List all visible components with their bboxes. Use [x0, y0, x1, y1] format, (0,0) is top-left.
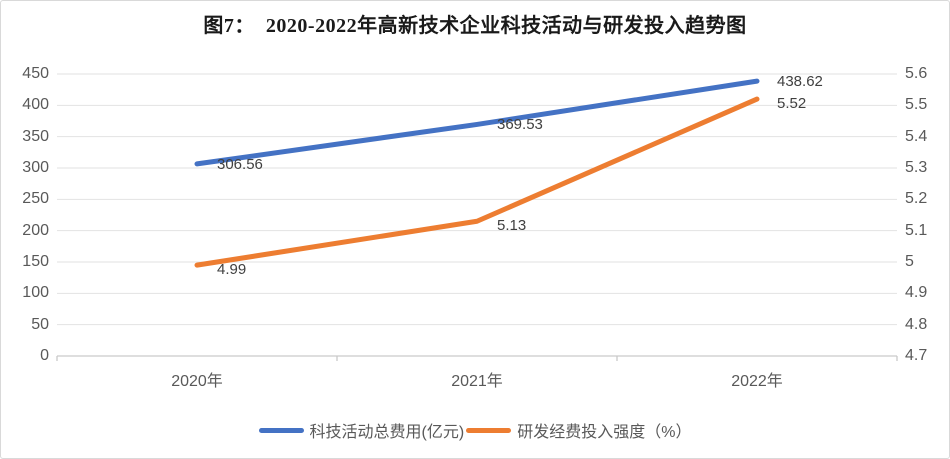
legend: 科技活动总费用(亿元) 研发经费投入强度（%） — [1, 418, 949, 442]
legend-item-1: 研发经费投入强度（%） — [466, 418, 691, 442]
y-axis-left-tick-label: 200 — [22, 221, 49, 239]
legend-label: 研发经费投入强度（%） — [517, 424, 692, 441]
y-axis-left-tick-label: 100 — [22, 284, 49, 302]
x-axis-category-label: 2022年 — [731, 373, 783, 390]
y-axis-right-tick-label: 4.9 — [905, 284, 928, 302]
y-axis-right-tick-label: 5.3 — [905, 159, 928, 176]
y-axis-right-tick-label: 5.2 — [905, 190, 928, 208]
chart-title: 图7： 2020-2022年高新技术企业科技活动与研发投入趋势图 — [203, 15, 747, 37]
y-axis-left-tick-label: 150 — [22, 253, 49, 270]
legend-label: 科技活动总费用(亿元) — [309, 424, 465, 441]
y-axis-right-tick-label: 4.7 — [905, 347, 928, 364]
data-label: 5.52 — [777, 95, 807, 113]
data-label: 5.13 — [497, 217, 527, 235]
y-axis-left-tick-label: 400 — [22, 96, 49, 114]
y-axis-right-tick-label: 5 — [905, 253, 914, 270]
y-axis-right-tick-label: 5.6 — [905, 65, 928, 82]
y-axis-left-tick-label: 250 — [22, 190, 49, 208]
x-axis-category-label: 2021年 — [451, 373, 503, 390]
x-axis-category-label: 2020年 — [171, 373, 223, 390]
series-line-0 — [194, 78, 760, 167]
y-axis-left-tick-label: 300 — [22, 159, 49, 176]
legend-swatch-icon — [258, 427, 304, 433]
y-axis-right-tick-label: 5.4 — [905, 127, 928, 145]
y-axis-right-tick-label: 5.5 — [905, 96, 928, 114]
legend-item-0: 科技活动总费用(亿元) — [258, 418, 465, 442]
y-axis-left-tick-label: 450 — [22, 65, 49, 82]
data-label: 306.56 — [217, 155, 263, 173]
y-axis-right-tick-label: 5.1 — [905, 221, 928, 239]
y-axis-left-tick-label: 350 — [22, 127, 49, 145]
y-axis-right-tick-label: 4.8 — [905, 315, 928, 333]
y-axis-left-tick-label: 50 — [31, 315, 49, 333]
data-label: 438.62 — [777, 73, 823, 91]
data-label: 4.99 — [217, 261, 247, 279]
y-axis-left-tick-label: 0 — [40, 347, 49, 364]
data-label: 369.53 — [497, 116, 543, 134]
legend-swatch-icon — [466, 427, 512, 433]
series-line-1 — [194, 96, 760, 268]
